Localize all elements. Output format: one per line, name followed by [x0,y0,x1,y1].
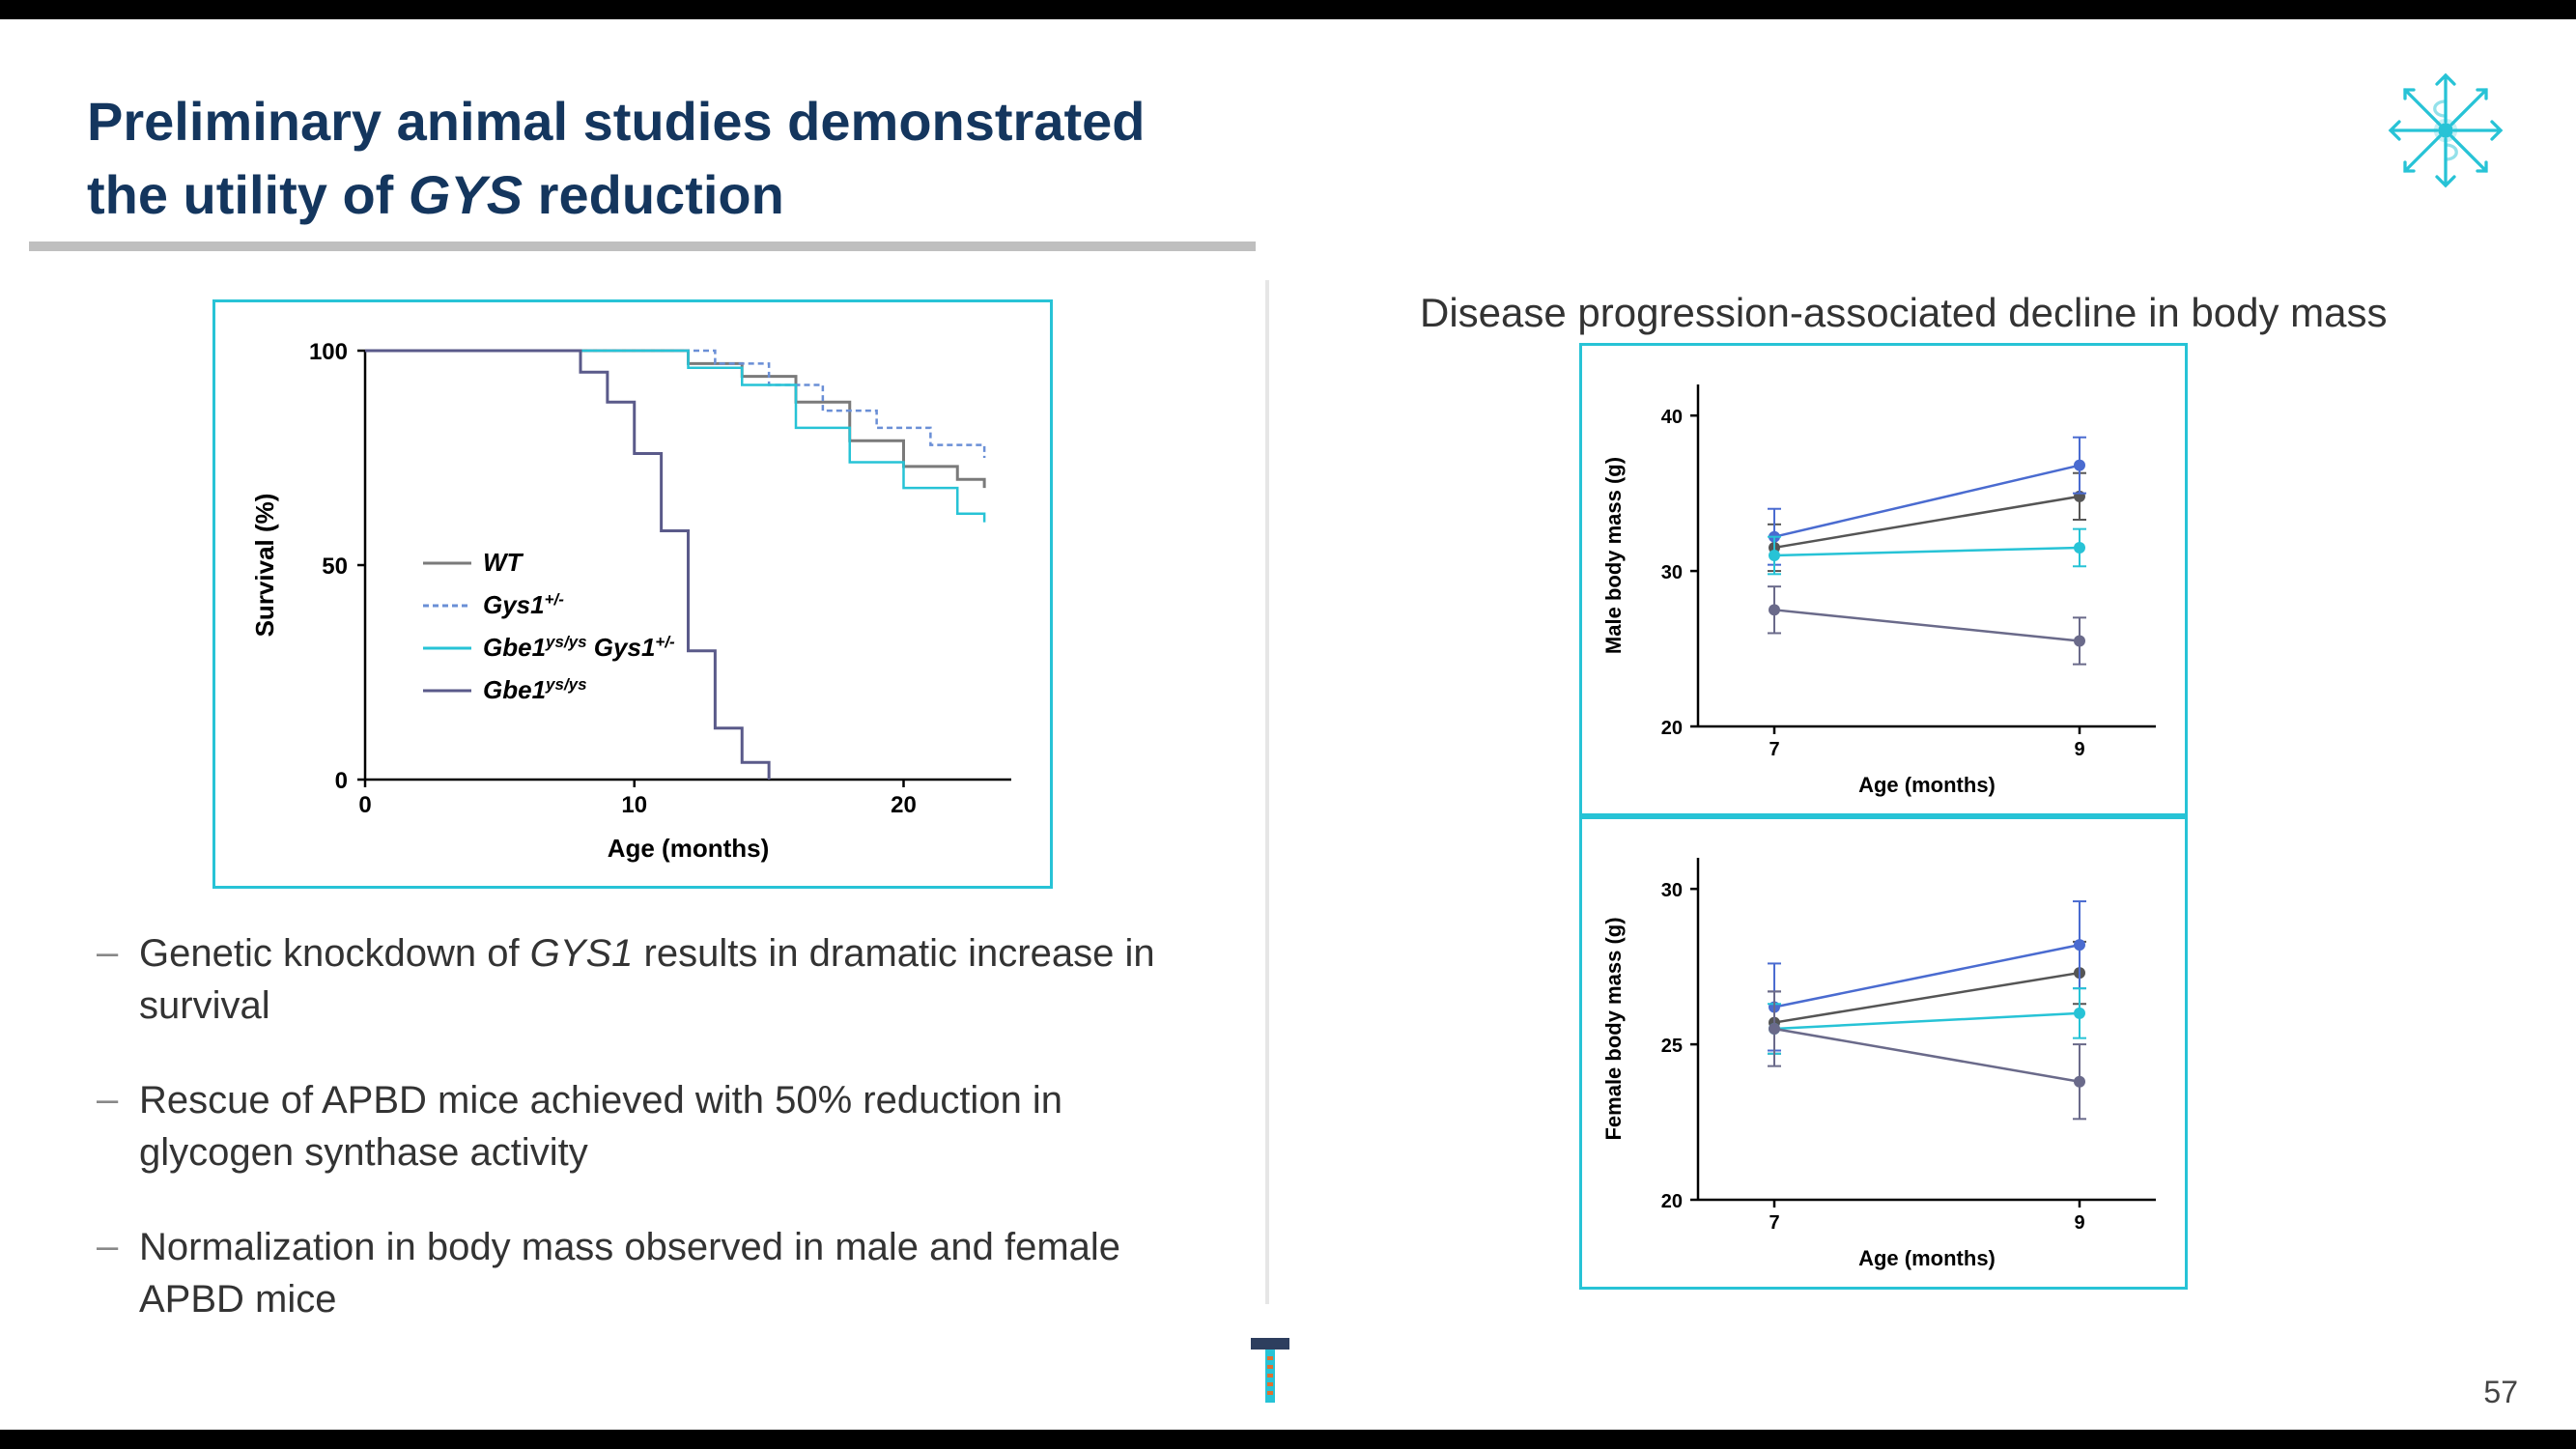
svg-text:20: 20 [1661,1191,1683,1212]
title-line1: Preliminary animal studies demonstrated [87,91,1145,152]
svg-text:WT: WT [483,548,524,577]
svg-text:30: 30 [1661,562,1683,583]
title-line2a: the utility of [87,164,409,225]
neuron-logo-icon [2373,58,2518,203]
svg-text:9: 9 [2074,1212,2084,1234]
svg-text:20: 20 [891,792,917,818]
vertical-divider [1265,280,1269,1304]
svg-text:7: 7 [1769,739,1779,760]
bullet-item: –Rescue of APBD mice achieved with 50% r… [97,1074,1169,1179]
svg-text:7: 7 [1769,1212,1779,1234]
page-number: 57 [2483,1375,2518,1410]
slide: { "title_line1": "Preliminary animal stu… [0,0,2576,1449]
footer-icon [1246,1333,1294,1410]
svg-text:100: 100 [309,339,348,365]
svg-text:40: 40 [1661,407,1683,428]
bullet-dash: – [97,1221,139,1271]
bullet-text: Rescue of APBD mice achieved with 50% re… [139,1074,1169,1179]
svg-text:0: 0 [335,768,348,794]
survival-chart: 0 50 100 0 10 20 Survival (%) Age (months) WT Gys… [212,299,1053,889]
svg-text:10: 10 [621,792,647,818]
svg-text:Gys1+/-: Gys1+/- [483,590,564,620]
title-line2-ital: GYS [409,164,523,225]
svg-text:Survival (%): Survival (%) [250,494,279,638]
svg-text:9: 9 [2074,739,2084,760]
right-chart-title: Disease progression-associated decline i… [1420,290,2388,336]
svg-text:30: 30 [1661,880,1683,901]
svg-text:Gbe1ys/ys Gys1+/-: Gbe1ys/ys Gys1+/- [483,633,675,663]
bullet-item: –Genetic knockdown of GYS1 results in dr… [97,927,1169,1032]
svg-text:Age (months): Age (months) [608,834,770,863]
svg-text:Age (months): Age (months) [1858,773,1996,797]
female-body-mass-chart: 20 25 30 7 9 Female body mass (g) Age (months) [1579,816,2188,1290]
bullet-dash: – [97,1074,139,1124]
bullet-list: –Genetic knockdown of GYS1 results in dr… [97,927,1169,1368]
bullet-text: Normalization in body mass observed in m… [139,1221,1169,1325]
svg-text:Female body mass (g): Female body mass (g) [1601,917,1626,1140]
svg-text:Gbe1ys/ys: Gbe1ys/ys [483,675,587,705]
bullet-dash: – [97,927,139,978]
svg-text:25: 25 [1661,1036,1683,1057]
title-underline [29,242,1256,251]
title-line2b: reduction [523,164,784,225]
bullet-item: –Normalization in body mass observed in … [97,1221,1169,1325]
svg-text:20: 20 [1661,718,1683,739]
page-title: Preliminary animal studies demonstrated … [87,85,1145,231]
bullet-text: Genetic knockdown of GYS1 results in dra… [139,927,1169,1032]
svg-text:Male body mass (g): Male body mass (g) [1601,457,1626,654]
male-body-mass-chart: 20 30 40 7 9 Male body mass (g) Age (months) [1579,343,2188,816]
svg-text:0: 0 [358,792,371,818]
svg-text:Age (months): Age (months) [1858,1246,1996,1270]
svg-text:50: 50 [322,554,348,580]
